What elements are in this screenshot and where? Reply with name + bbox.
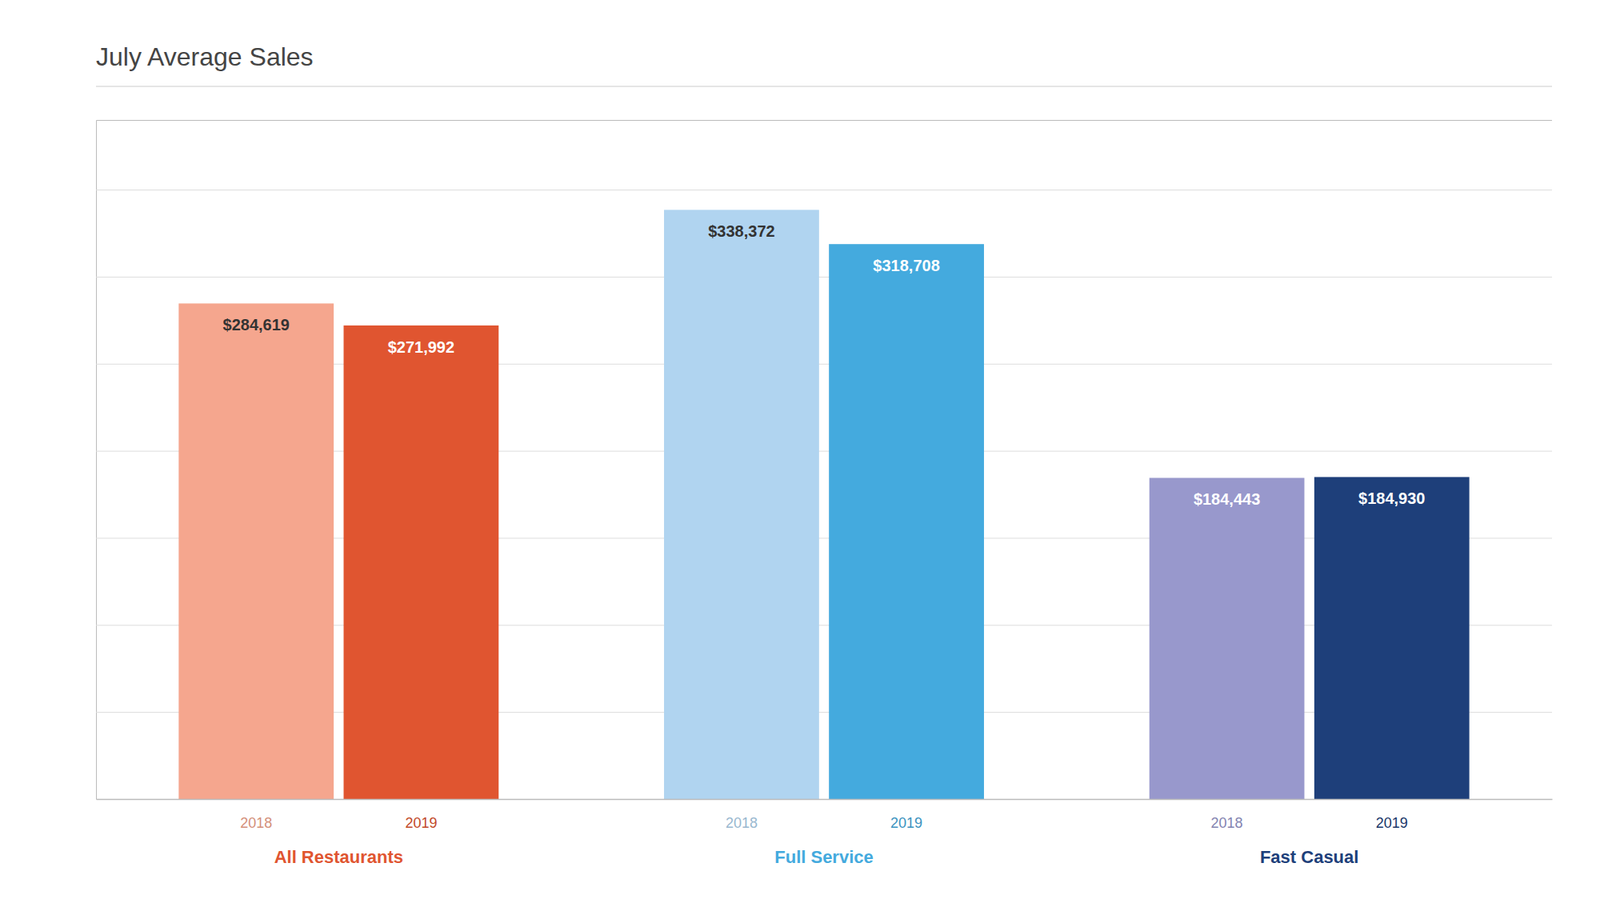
data-label: $271,992 [388, 338, 455, 356]
chart-title: July Average Sales [96, 42, 314, 72]
title-separator [96, 85, 1552, 87]
bars [178, 209, 1469, 800]
x-tick-label: Full Service [774, 847, 874, 868]
series-name-label: 2019 [1376, 815, 1408, 832]
y-tick [96, 189, 1552, 191]
bar [1314, 476, 1470, 800]
series-name-label: 2018 [1211, 815, 1244, 832]
chart-container: July Average Sales All Restaurants Full Se… [0, 0, 1600, 919]
x-tick-label: Fast Casual [1260, 847, 1360, 868]
data-label: $184,930 [1358, 489, 1425, 508]
x-axis-line [96, 799, 1553, 801]
series-name-label: 2018 [725, 815, 758, 832]
grid-line [96, 189, 1552, 191]
bar [828, 244, 984, 800]
y-tick [96, 276, 1552, 278]
data-labels: $284,619 $338,372 $184,443 $271,992 $318,708… [223, 222, 1426, 508]
data-label: $338,372 [708, 222, 775, 240]
data-label: $184,443 [1193, 490, 1260, 508]
series-name-label: 2018 [240, 815, 272, 832]
bar [664, 209, 820, 800]
x-axis: All Restaurants Full Service Fast Casual [96, 800, 1553, 868]
data-label: $318,708 [872, 256, 940, 275]
data-label: $284,619 [223, 316, 290, 334]
x-tick: All Restaurants [274, 847, 404, 868]
x-tick: Fast Casual [1260, 847, 1360, 868]
x-tick: Full Service [774, 847, 874, 868]
bar [344, 325, 500, 800]
grid-line [96, 276, 1552, 278]
y-axis-line [96, 120, 1553, 800]
bar [178, 303, 334, 800]
bar [1149, 477, 1305, 800]
series-labels: 2018 2018 2018 2019 2019 2019 [240, 815, 1408, 832]
x-tick-label: All Restaurants [274, 847, 404, 868]
series-name-label: 2019 [890, 815, 923, 832]
y-axis [96, 120, 1552, 800]
chart-svg: July Average Sales All Restaurants Full Se… [0, 0, 1600, 919]
plot-area: All Restaurants Full Service Fast Casual 20… [96, 120, 1553, 868]
series-name-label: 2019 [404, 815, 437, 832]
grid-line [96, 799, 1552, 800]
y-tick [96, 799, 1552, 800]
